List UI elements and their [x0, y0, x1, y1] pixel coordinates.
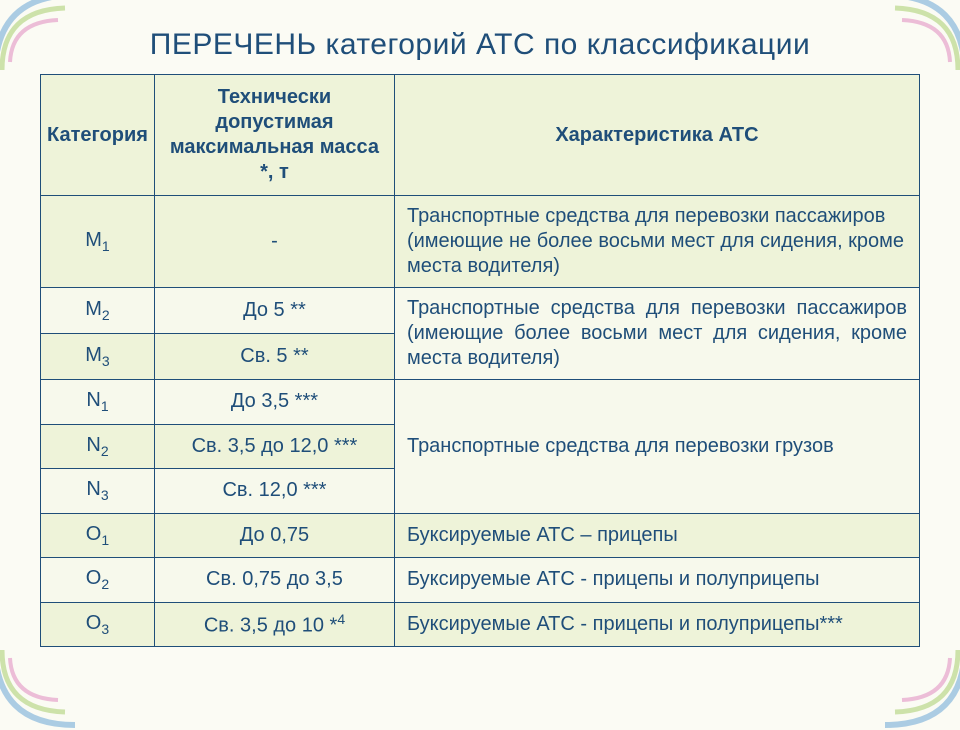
- table-row: М1-Транспортные средства для перевозки п…: [41, 196, 920, 288]
- description-cell: Буксируемые АТС - прицепы и полуприцепы: [394, 558, 919, 603]
- page-title: ПЕРЕЧЕНЬ категорий АТС по классификации: [0, 0, 960, 74]
- category-cell: О3: [41, 602, 155, 647]
- description-cell: Транспортные средства для перевозки пасс…: [394, 196, 919, 288]
- category-cell: N2: [41, 424, 155, 469]
- mass-cell: -: [154, 196, 394, 288]
- category-cell: N1: [41, 380, 155, 425]
- mass-cell: Св. 3,5 до 12,0 ***: [154, 424, 394, 469]
- corner-flourish-icon: [880, 640, 960, 730]
- mass-cell: До 0,75: [154, 513, 394, 558]
- table-row: О1До 0,75Буксируемые АТС – прицепы: [41, 513, 920, 558]
- category-cell: М1: [41, 196, 155, 288]
- classification-table-wrap: Категория Технически допустимая максимал…: [0, 74, 960, 647]
- classification-table: Категория Технически допустимая максимал…: [40, 74, 920, 647]
- table-row: М2До 5 **Транспортные средства для перев…: [41, 288, 920, 334]
- description-cell: Транспортные средства для перевозки груз…: [394, 380, 919, 514]
- category-cell: О2: [41, 558, 155, 603]
- mass-cell: Св. 3,5 до 10 *4: [154, 602, 394, 647]
- col-header-category: Категория: [41, 75, 155, 196]
- table-row: О3Св. 3,5 до 10 *4Буксируемые АТС - приц…: [41, 602, 920, 647]
- description-cell: Транспортные средства для перевозки пасс…: [394, 288, 919, 380]
- category-cell: О1: [41, 513, 155, 558]
- category-cell: N3: [41, 469, 155, 514]
- description-cell: Буксируемые АТС – прицепы: [394, 513, 919, 558]
- table-header-row: Категория Технически допустимая максимал…: [41, 75, 920, 196]
- table-body: М1-Транспортные средства для перевозки п…: [41, 196, 920, 647]
- table-row: N1До 3,5 ***Транспортные средства для пе…: [41, 380, 920, 425]
- table-row: О2Св. 0,75 до 3,5Буксируемые АТС - прице…: [41, 558, 920, 603]
- mass-cell: До 3,5 ***: [154, 380, 394, 425]
- corner-flourish-icon: [0, 640, 80, 730]
- mass-cell: До 5 **: [154, 288, 394, 334]
- description-cell: Буксируемые АТС - прицепы и полуприцепы*…: [394, 602, 919, 647]
- category-cell: М3: [41, 334, 155, 380]
- mass-cell: Св. 12,0 ***: [154, 469, 394, 514]
- col-header-desc: Характеристика АТС: [394, 75, 919, 196]
- col-header-mass: Технически допустимая максимальная масса…: [154, 75, 394, 196]
- category-cell: М2: [41, 288, 155, 334]
- mass-cell: Св. 5 **: [154, 334, 394, 380]
- mass-cell: Св. 0,75 до 3,5: [154, 558, 394, 603]
